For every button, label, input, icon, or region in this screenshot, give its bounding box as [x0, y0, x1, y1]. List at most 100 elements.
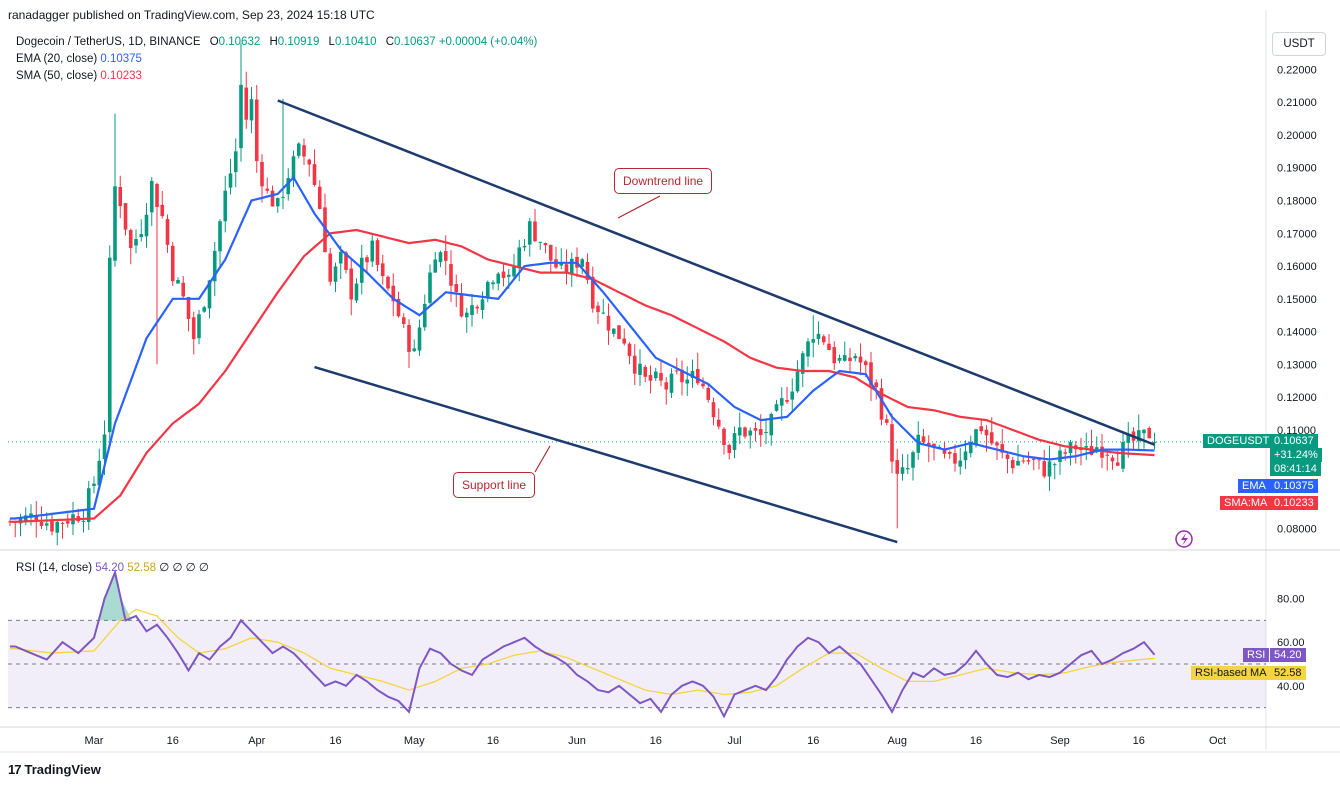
candle-body [1115, 462, 1120, 466]
candle-body [102, 434, 107, 460]
main-legend: Dogecoin / TetherUS, 1D, BINANCE O0.1063… [16, 36, 538, 82]
x-tick-label: Mar [85, 735, 104, 747]
downtrend-annotation[interactable]: Downtrend line [614, 168, 713, 194]
candle-body [249, 99, 254, 121]
candle-body [890, 424, 894, 462]
candle-body [1110, 457, 1115, 462]
candle-body [958, 460, 963, 467]
candle-body [1084, 446, 1089, 448]
candle-body [779, 398, 784, 406]
candle-body [1142, 429, 1146, 434]
candle-body [1042, 461, 1047, 477]
candle-body [1021, 460, 1026, 462]
currency-button[interactable]: USDT [1272, 32, 1326, 56]
candle-body [344, 252, 348, 270]
candle-body [275, 197, 280, 207]
candle-body [144, 214, 149, 237]
rsi-legend-label[interactable]: RSI (14, close) [16, 562, 93, 574]
candle-body [622, 338, 627, 344]
candle-body [302, 145, 306, 157]
candle-body [905, 468, 910, 470]
candle-body [1037, 459, 1041, 461]
candle-body [223, 190, 228, 222]
candle-body [233, 151, 238, 173]
candle-body [291, 156, 296, 181]
price-tick-label: 0.11000 [1277, 425, 1316, 437]
symbol-title[interactable]: Dogecoin / TetherUS, 1D, BINANCE [16, 36, 201, 48]
high-value: 0.10919 [277, 36, 320, 48]
candle-body [197, 314, 201, 339]
rsi-line [10, 569, 1156, 719]
rsi-value-tag: 54.20 [1270, 648, 1306, 662]
candle-body [396, 298, 401, 317]
candle-body [979, 426, 984, 432]
x-tick-label: Jun [568, 735, 586, 747]
candle-body [548, 244, 553, 261]
indicator-lines [10, 99, 1193, 548]
candle-body [454, 284, 459, 292]
candle-body [407, 324, 411, 352]
candle-body [160, 204, 165, 217]
candle-body [701, 383, 705, 387]
candle-body [947, 452, 952, 454]
candle-body [1010, 460, 1015, 469]
candle-body [932, 443, 936, 447]
candle-body [1031, 458, 1036, 460]
candle-body [795, 371, 800, 392]
last-price-tag: 0.10637 [1270, 434, 1318, 448]
candle-body [39, 521, 44, 526]
candle-body [900, 467, 905, 474]
support-annotation[interactable]: Support line [453, 472, 536, 498]
x-axis-ticks: Mar 16 Apr 16 May 16 Jun 16 Jul 16 Aug 16 Sep 16 Oct [85, 735, 1227, 747]
ema-legend-label[interactable]: EMA (20, close) [16, 53, 98, 65]
candle-body [459, 293, 464, 317]
candle-body [149, 180, 154, 213]
sma-legend-label[interactable]: SMA (50, close) [16, 70, 98, 82]
candle-body [617, 325, 621, 339]
candle-body [695, 369, 700, 384]
candle-body [533, 221, 537, 242]
candle-body [391, 285, 396, 302]
candle-body [312, 164, 317, 185]
sma-value-tag: 0.10233 [1270, 496, 1318, 510]
candle-body [470, 305, 474, 315]
downtrend-line [277, 99, 1155, 446]
x-tick-label: Sep [1050, 735, 1070, 747]
rsi-axis-ticks: 80.00 60.00 40.00 [1277, 594, 1305, 693]
price-tick-label: 0.20000 [1277, 130, 1317, 142]
candle-body [848, 357, 852, 362]
candle-body [401, 317, 406, 324]
sma-tag: SMA:MA [1220, 496, 1272, 510]
candle-body [92, 483, 96, 487]
candle-body [727, 444, 732, 454]
candle-body [186, 296, 191, 319]
tradingview-logo-icon: 17 [8, 762, 22, 777]
candle-body [428, 272, 432, 303]
candle-body [328, 253, 333, 282]
candle-body [228, 173, 233, 188]
candle-body [212, 250, 217, 282]
candle-body [627, 343, 632, 357]
candle-body [580, 259, 585, 267]
candle-body [816, 333, 821, 339]
footer-brand[interactable]: 17 TradingView [8, 762, 101, 777]
grid [0, 10, 1340, 753]
candle-body [638, 363, 642, 375]
candle-body [134, 239, 138, 246]
candle-body [1026, 460, 1031, 462]
price-tick-label: 0.16000 [1277, 261, 1317, 273]
candle-body [690, 370, 695, 378]
candle-body [648, 375, 653, 381]
candle-body [55, 521, 60, 533]
ema-tag: EMA [1238, 479, 1270, 493]
candle-body [874, 382, 879, 388]
rsi-ma-tag: RSI-based MA [1191, 666, 1271, 680]
candle-body [202, 307, 207, 312]
rsi-tick-label: 80.00 [1277, 594, 1305, 606]
candle-body [527, 221, 532, 245]
price-tick-label: 0.08000 [1277, 523, 1317, 535]
candle-body [1016, 460, 1020, 466]
candle-body [995, 442, 999, 446]
candle-body [706, 387, 711, 400]
